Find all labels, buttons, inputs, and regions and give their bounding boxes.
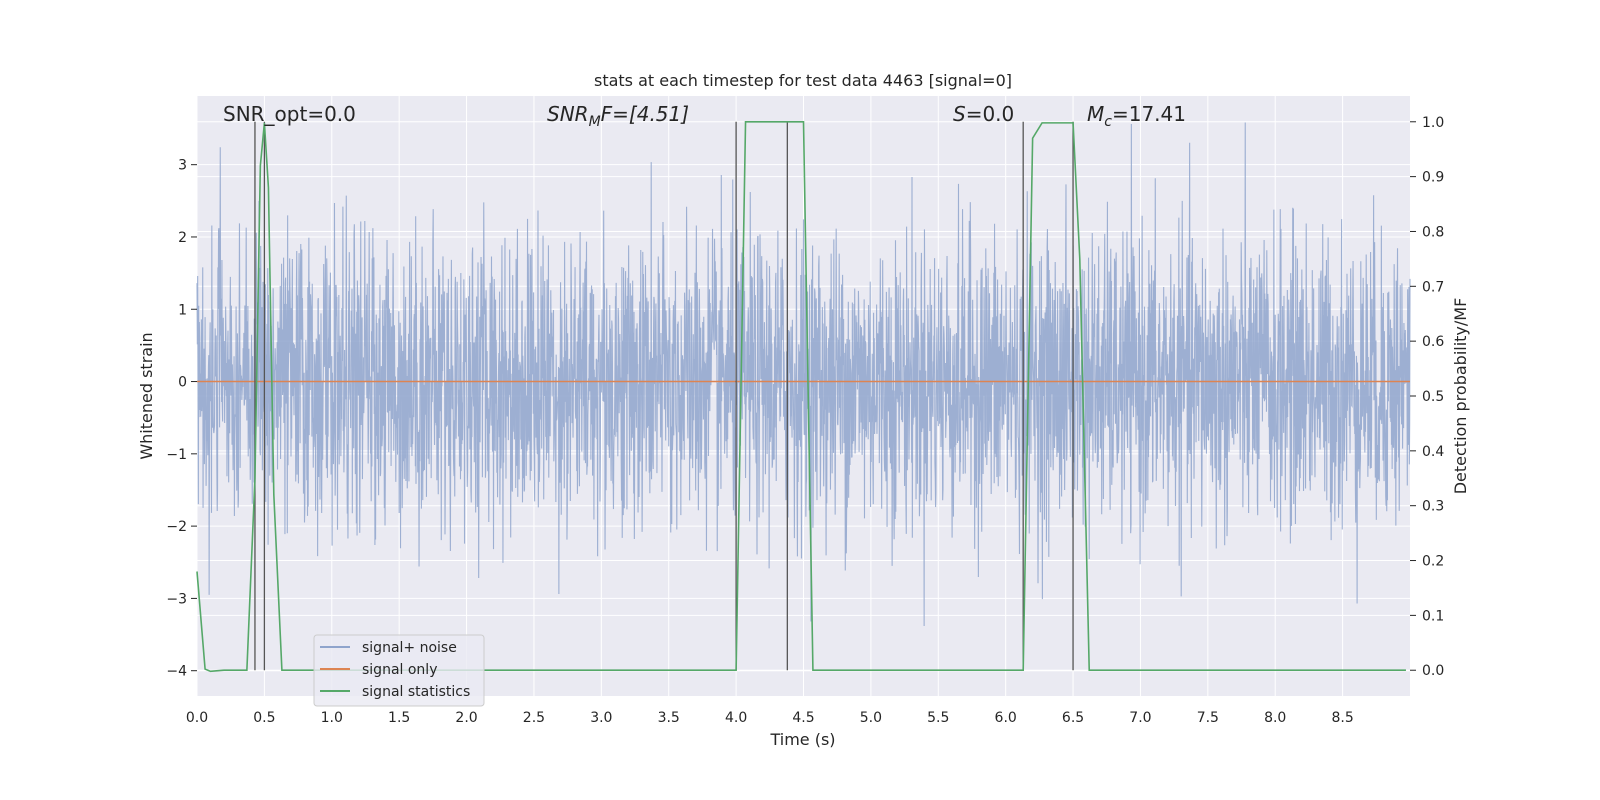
- y-tick-label: −3: [166, 591, 187, 607]
- x-tick-label: 4.5: [792, 710, 814, 726]
- y-right-tick-label: 0.6: [1422, 334, 1444, 350]
- x-tick-label: 2.5: [523, 710, 545, 726]
- y-right-tick-label: 0.1: [1422, 608, 1444, 624]
- x-tick-label: 0.5: [253, 710, 275, 726]
- x-tick-label: 5.0: [860, 710, 882, 726]
- y-right-tick-label: 0.3: [1422, 499, 1444, 515]
- y-tick-label: −1: [166, 447, 187, 463]
- signal-noise-series: [196, 122, 1411, 627]
- y-right-tick-label: 0.5: [1422, 389, 1444, 405]
- snr-mf-annotation: SNRMF=[4.51]: [547, 102, 689, 130]
- legend-label-signal-noise: signal+ noise: [362, 640, 457, 656]
- y-right-tick-label: 0.9: [1422, 170, 1444, 186]
- y-right-tick-label: 0.2: [1422, 554, 1444, 570]
- x-tick-label: 8.0: [1264, 710, 1286, 726]
- x-tick-label: 3.0: [590, 710, 612, 726]
- y-right-tick-label: 0.8: [1422, 224, 1444, 240]
- x-tick-label: 4.0: [725, 710, 747, 726]
- legend: signal+ noise signal only signal statist…: [313, 634, 485, 707]
- y-right-axis-ticks: 1.0 0.9 0.8 0.7 0.6 0.5 0.4 0.3 0.2 0.1 0.0: [1410, 115, 1444, 679]
- x-tick-label: 5.5: [927, 710, 949, 726]
- x-tick-label: 6.0: [995, 710, 1017, 726]
- x-tick-label: 1.0: [321, 710, 343, 726]
- y-right-tick-label: 0.0: [1422, 663, 1444, 679]
- x-tick-label: 7.5: [1197, 710, 1219, 726]
- y-tick-label: 1: [178, 302, 187, 318]
- y-right-axis-label: Detection probability/MF: [1451, 298, 1470, 495]
- x-tick-label: 2.0: [455, 710, 477, 726]
- x-tick-label: 8.5: [1331, 710, 1353, 726]
- y-tick-label: 3: [178, 158, 187, 174]
- signal-statistics-line: [196, 120, 1406, 673]
- x-tick-label: 1.5: [388, 710, 410, 726]
- x-tick-label: 6.5: [1062, 710, 1084, 726]
- x-tick-label: 7.0: [1129, 710, 1151, 726]
- y-axis-ticks: 3 2 1 0 −1 −2 −3 −4: [166, 158, 197, 680]
- signal-statistics-series: [196, 120, 1406, 673]
- chart-title: stats at each timestep for test data 446…: [594, 71, 1012, 90]
- x-axis-ticks: 0.0 0.5 1.0 1.5 2.0 2.5 3.0 3.5 4.0 4.5 5.0 5.5 6.0 6…: [186, 710, 1354, 726]
- y-axis-label: Whitened strain: [137, 332, 156, 459]
- snr-opt-annotation: SNR_opt=0.0: [223, 102, 356, 126]
- y-tick-label: 0: [178, 375, 187, 391]
- marker-vlines: [254, 121, 1074, 671]
- s-annotation: S=0.0: [953, 102, 1014, 126]
- x-tick-label: 3.5: [658, 710, 680, 726]
- y-tick-label: −2: [166, 519, 187, 535]
- legend-box: [313, 634, 485, 707]
- y-tick-label: 2: [178, 230, 187, 246]
- y-right-tick-label: 1.0: [1422, 115, 1444, 131]
- signal-noise-line: [196, 122, 1411, 627]
- y-right-tick-label: 0.7: [1422, 279, 1444, 295]
- legend-label-signal-statistics: signal statistics: [362, 684, 470, 700]
- y-right-tick-label: 0.4: [1422, 444, 1444, 460]
- y-tick-label: −4: [166, 664, 187, 680]
- mc-annotation: Mc=17.41: [1087, 102, 1186, 130]
- x-axis-label: Time (s): [769, 730, 835, 749]
- x-tick-label: 0.0: [186, 710, 208, 726]
- legend-label-signal-only: signal only: [362, 662, 437, 678]
